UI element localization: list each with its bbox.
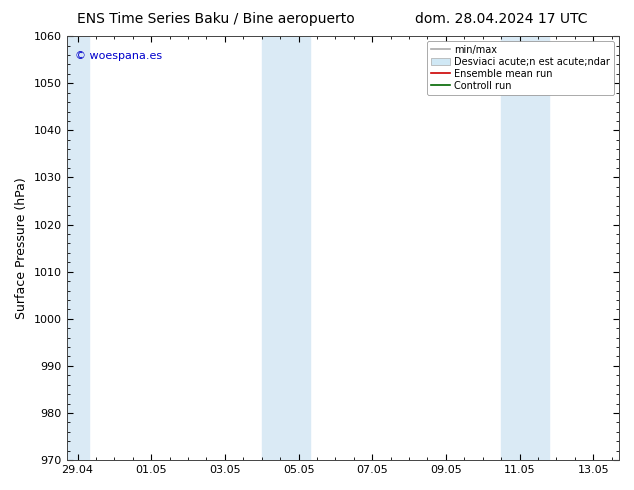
Text: © woespana.es: © woespana.es [75, 51, 162, 61]
Text: ENS Time Series Baku / Bine aeropuerto: ENS Time Series Baku / Bine aeropuerto [77, 12, 354, 26]
Bar [501, 36, 549, 460]
Bar [67, 36, 89, 460]
Text: dom. 28.04.2024 17 UTC: dom. 28.04.2024 17 UTC [415, 12, 587, 26]
Legend: min/max, Desviaci acute;n est acute;ndar, Ensemble mean run, Controll run: min/max, Desviaci acute;n est acute;ndar… [427, 41, 614, 95]
Y-axis label: Surface Pressure (hPa): Surface Pressure (hPa) [15, 177, 28, 319]
Bar [262, 36, 309, 460]
